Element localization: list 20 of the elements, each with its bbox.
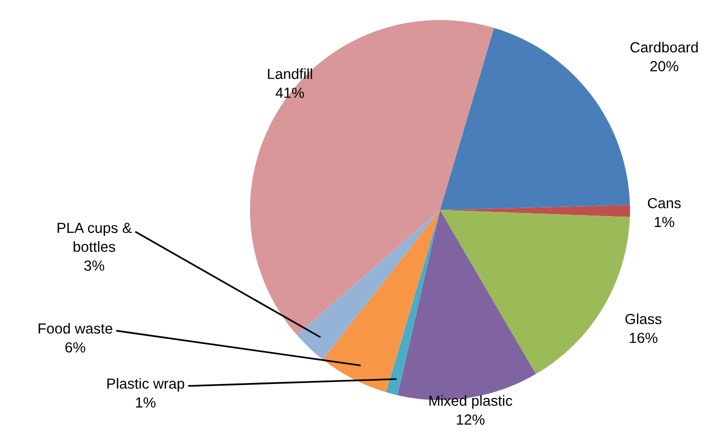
data-label: 1% [654, 216, 674, 228]
slice-label: Plastic wrap [107, 378, 184, 392]
pie-slice [440, 28, 630, 210]
data-label: 20% [650, 61, 678, 72]
pie-slice [250, 20, 494, 335]
data-label: 6% [65, 342, 86, 353]
slice-label: Food waste [38, 322, 112, 334]
pie-slice [296, 210, 440, 360]
pie-slice [386, 210, 440, 396]
data-label: 16% [630, 332, 658, 344]
slice-label: Cardboard [630, 42, 698, 52]
data-label: 12% [456, 414, 484, 425]
pie-slice [322, 210, 440, 392]
slice-label: PLA cups & bottles [58, 222, 132, 252]
data-label: 41% [276, 88, 304, 98]
slice-label: Cans [648, 198, 681, 208]
slice-label: Glass [625, 313, 662, 324]
data-label: 3% [84, 260, 104, 271]
slice-label: Landfill [268, 68, 312, 80]
data-label: 1% [136, 397, 156, 408]
